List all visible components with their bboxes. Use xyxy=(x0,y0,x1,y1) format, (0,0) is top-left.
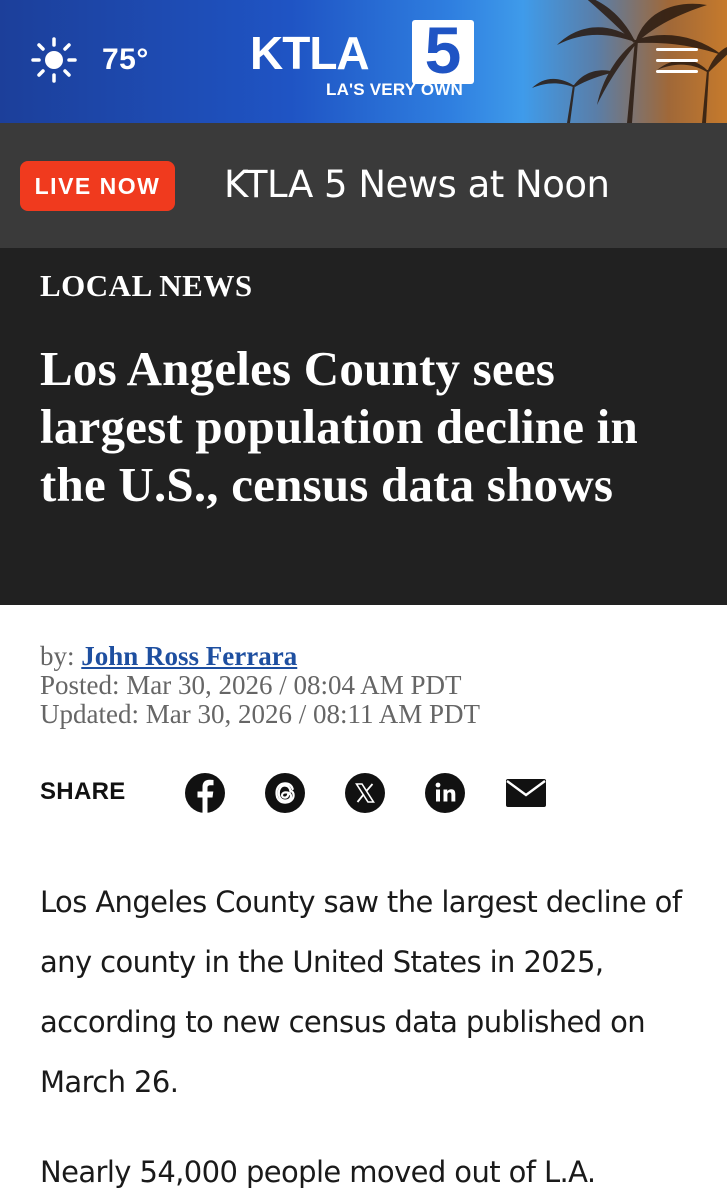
article-paragraph: Nearly 54,000 people moved out of L.A. xyxy=(40,1155,596,1189)
ktla-logo[interactable]: KTLA 5 LA'S VERY OWN xyxy=(250,14,480,104)
article-body: Los Angeles County saw the largest decli… xyxy=(40,872,690,1200)
live-now-badge[interactable]: LIVE NOW xyxy=(20,161,175,211)
article-paragraph: Los Angeles County saw the largest decli… xyxy=(40,885,682,1099)
byline: by: John Ross Ferrara Posted: Mar 30, 20… xyxy=(40,642,480,729)
logo-tagline: LA'S VERY OWN xyxy=(326,80,463,99)
threads-icon[interactable] xyxy=(264,772,306,814)
facebook-icon[interactable] xyxy=(184,772,226,814)
live-program-title[interactable]: KTLA 5 News at Noon xyxy=(224,163,610,206)
author-link[interactable]: John Ross Ferrara xyxy=(81,641,298,671)
live-now-bar: LIVE NOW KTLA 5 News at Noon xyxy=(0,123,727,248)
menu-line xyxy=(656,59,698,62)
category-link[interactable]: LOCAL NEWS xyxy=(40,268,253,303)
logo-number: 5 xyxy=(424,13,462,87)
logo-wordmark: KTLA xyxy=(250,27,370,79)
sun-icon xyxy=(31,37,77,83)
site-header: 75° KTLA 5 LA'S VERY OWN xyxy=(0,0,727,123)
byline-prefix: by: xyxy=(40,641,82,671)
author-line: by: John Ross Ferrara xyxy=(40,642,480,671)
posted-date: Posted: Mar 30, 2026 / 08:04 AM PDT xyxy=(40,670,462,700)
menu-line xyxy=(656,48,698,51)
logo-five-box: 5 xyxy=(412,14,474,86)
x-icon[interactable] xyxy=(344,772,386,814)
linkedin-icon[interactable] xyxy=(424,772,466,814)
updated-date: Updated: Mar 30, 2026 / 08:11 AM PDT xyxy=(40,699,480,729)
hamburger-menu-icon[interactable] xyxy=(656,48,698,74)
share-bar: SHARE xyxy=(40,772,680,816)
email-icon[interactable] xyxy=(504,772,546,814)
weather-widget[interactable]: 75° xyxy=(30,36,149,84)
article-headline: Los Angeles County sees largest populati… xyxy=(40,341,638,512)
share-label: SHARE xyxy=(40,778,126,805)
menu-line xyxy=(656,70,698,73)
palm-trees-decoration xyxy=(532,0,727,123)
temperature: 75° xyxy=(102,43,149,76)
article-header: LOCAL NEWS Los Angeles County sees large… xyxy=(0,248,727,605)
